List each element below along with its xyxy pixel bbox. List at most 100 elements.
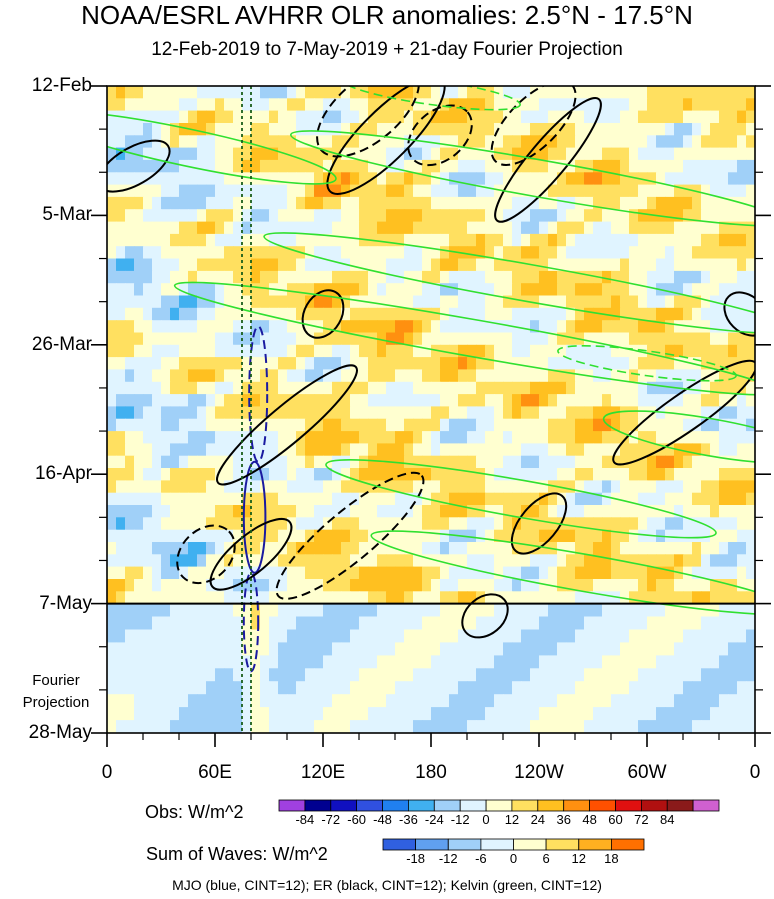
olr-cell: [638, 270, 648, 284]
olr-cell: [710, 344, 720, 358]
projection-cell: [674, 642, 684, 656]
projection-cell: [116, 642, 126, 656]
olr-cell: [620, 381, 630, 395]
olr-cell: [503, 406, 513, 420]
olr-cell: [278, 369, 288, 383]
olr-cell: [449, 344, 459, 358]
olr-cell: [269, 468, 279, 481]
olr-cell: [179, 295, 189, 309]
olr-cell: [215, 468, 225, 481]
projection-cell: [170, 707, 180, 721]
olr-cell: [350, 394, 360, 407]
projection-cell: [287, 655, 297, 669]
olr-cell: [179, 505, 189, 518]
olr-cell: [593, 86, 603, 99]
olr-cell: [251, 517, 261, 531]
olr-cell: [521, 542, 531, 555]
projection-cell: [548, 681, 558, 695]
projection-cell: [728, 616, 738, 630]
olr-cell: [548, 147, 558, 161]
olr-cell: [431, 221, 441, 235]
olr-cell: [746, 591, 755, 604]
olr-cell: [404, 579, 414, 592]
olr-cell: [710, 332, 720, 346]
olr-cell: [224, 258, 234, 272]
olr-cell: [197, 344, 207, 358]
olr-cell: [458, 258, 468, 272]
olr-cell: [467, 357, 477, 370]
olr-cell: [548, 418, 558, 432]
olr-cell: [305, 381, 315, 395]
projection-cell: [638, 720, 648, 733]
olr-cell: [134, 406, 144, 420]
olr-cell: [422, 418, 432, 432]
projection-cell: [269, 720, 279, 733]
projection-cell: [107, 668, 117, 682]
projection-cell: [368, 604, 378, 618]
olr-cell: [197, 443, 207, 457]
olr-cell: [350, 505, 360, 518]
olr-cell: [314, 529, 324, 543]
olr-cell: [125, 480, 135, 494]
projection-cell: [629, 694, 639, 708]
olr-cell: [692, 246, 702, 260]
olr-cell: [440, 258, 450, 272]
obs-legend-level: 60: [608, 812, 623, 827]
olr-cell: [260, 184, 270, 198]
olr-cell: [458, 480, 468, 494]
projection-cell: [665, 616, 675, 630]
olr-cell: [449, 542, 459, 555]
projection-cell: [629, 668, 639, 682]
olr-cell: [170, 480, 180, 494]
olr-cell: [188, 196, 198, 210]
olr-cell: [305, 332, 315, 346]
olr-cell: [548, 110, 558, 124]
olr-cell: [728, 307, 738, 321]
olr-cell: [620, 283, 630, 297]
olr-cell: [305, 159, 315, 173]
olr-cell: [161, 431, 171, 444]
projection-cell: [251, 604, 261, 618]
olr-cell: [413, 159, 423, 173]
olr-cell: [161, 344, 171, 358]
olr-cell: [377, 381, 387, 395]
olr-cell: [440, 480, 450, 494]
olr-cell: [350, 431, 360, 444]
olr-cell: [692, 431, 702, 444]
olr-cell: [485, 332, 495, 346]
projection-cell: [107, 707, 117, 721]
projection-cell: [422, 629, 432, 643]
projection-cell: [422, 642, 432, 656]
projection-cell: [701, 707, 711, 721]
olr-cell: [530, 246, 540, 260]
olr-cell: [413, 135, 423, 149]
projection-cell: [377, 668, 387, 682]
olr-cell: [746, 505, 755, 518]
projection-cell: [512, 681, 522, 695]
olr-cell: [701, 406, 711, 420]
olr-cell: [224, 209, 234, 223]
projection-cell: [395, 694, 405, 708]
olr-cell: [566, 135, 576, 149]
projection-cell: [584, 694, 594, 708]
olr-cell: [179, 86, 189, 99]
olr-cell: [179, 258, 189, 272]
projection-cell: [440, 604, 450, 618]
olr-cell: [233, 369, 243, 383]
olr-cell: [215, 455, 225, 469]
olr-cell: [341, 369, 351, 383]
olr-cell: [431, 196, 441, 210]
olr-cell: [269, 517, 279, 531]
olr-cell: [458, 591, 468, 604]
projection-cell: [566, 694, 576, 708]
projection-cell: [557, 668, 567, 682]
olr-cell: [458, 344, 468, 358]
olr-cell: [611, 554, 621, 568]
projection-cell: [710, 720, 720, 733]
olr-cell: [161, 221, 171, 235]
olr-cell: [305, 492, 315, 506]
olr-cell: [404, 542, 414, 555]
olr-cell: [566, 283, 576, 297]
olr-cell: [377, 172, 387, 186]
olr-cell: [602, 554, 612, 568]
